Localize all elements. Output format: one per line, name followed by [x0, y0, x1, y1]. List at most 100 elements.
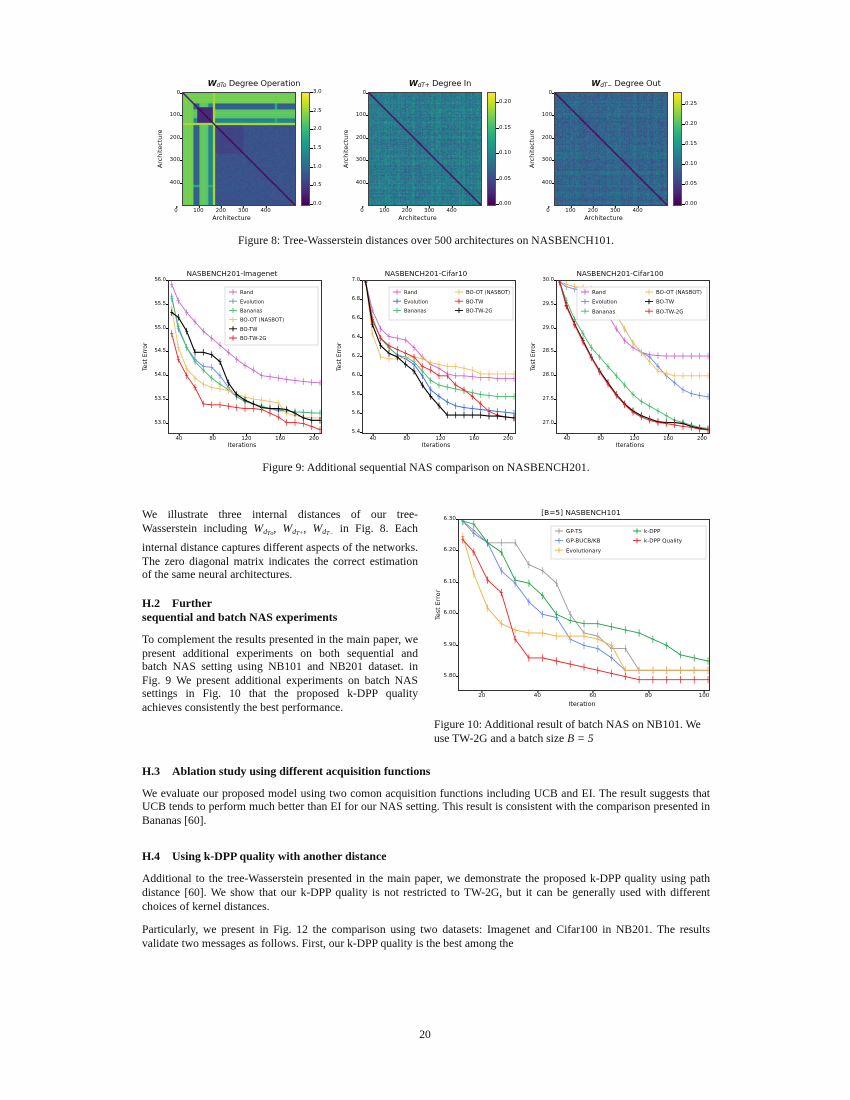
error-bar	[664, 412, 668, 419]
tick-label: 120	[629, 434, 640, 442]
error-bar	[472, 570, 476, 578]
error-bar	[210, 364, 214, 371]
error-bar	[470, 366, 474, 374]
error-bar	[276, 405, 280, 412]
tick-label: 54.5	[154, 348, 168, 355]
error-bar	[598, 368, 602, 376]
tick-label: 300	[541, 157, 555, 164]
error-bar	[454, 402, 458, 410]
legend-marker	[645, 308, 653, 314]
colorbar-tick-label: 0.00	[681, 201, 698, 207]
error-bar	[541, 592, 545, 600]
tick-label: 80	[209, 434, 216, 442]
heatmap-y-ticks: 0 100 200 300 400	[165, 90, 183, 206]
error-bar	[185, 327, 189, 335]
tick-label: 0	[360, 206, 364, 214]
error-bar	[664, 370, 668, 377]
tick-label: 60	[589, 691, 597, 699]
error-bar	[582, 641, 586, 650]
error-bar	[226, 379, 230, 387]
tick-label: 120	[241, 434, 252, 442]
error-bar	[470, 373, 474, 380]
tick-label: 29.0	[542, 324, 556, 331]
tick-label: 0	[174, 206, 178, 214]
tick-label: 200	[697, 434, 707, 442]
error-bar	[623, 401, 627, 409]
error-bar	[420, 355, 424, 363]
error-bar	[479, 370, 483, 378]
error-bar	[706, 426, 709, 433]
tick-label: 160	[469, 434, 480, 442]
legend-marker	[229, 298, 237, 304]
error-bar	[631, 391, 635, 398]
tick-label: 6.6	[351, 315, 363, 321]
error-bar	[527, 598, 531, 606]
error-bar	[472, 529, 476, 538]
tick-label: 80	[597, 434, 604, 442]
chart-title: [B=5] NASBENCH101	[541, 508, 621, 517]
error-bar	[564, 303, 568, 310]
math-distances: WdTo, WdT+, WdT−	[253, 521, 334, 537]
error-bar	[462, 411, 466, 419]
error-bar	[235, 404, 239, 411]
error-bar	[429, 366, 433, 374]
error-bar	[486, 604, 490, 612]
error-bar	[504, 370, 508, 378]
error-bar	[437, 381, 441, 389]
error-bar	[387, 333, 391, 340]
legend-label: BO-TW	[240, 327, 257, 333]
error-bar	[479, 406, 483, 413]
tick-label: 28.5	[542, 348, 556, 355]
left-column: We illustrate three internal distances o…	[142, 508, 418, 746]
error-bar	[420, 381, 424, 389]
chart-y-axis-label: Test Error	[336, 342, 343, 372]
error-bar	[581, 338, 585, 346]
legend-label: BO-TW-2G	[466, 309, 492, 315]
error-bar	[454, 363, 458, 370]
error-bar	[310, 417, 314, 424]
error-bar	[193, 358, 197, 365]
tick-label: 55.5	[154, 300, 168, 307]
section-number: H.2	[142, 595, 161, 610]
error-bar	[495, 370, 499, 378]
full-width-sections: H.3 Ablation study using different acquis…	[142, 764, 710, 951]
error-bar	[681, 372, 685, 379]
legend-label: Evolution	[404, 299, 428, 305]
legend-label: Evolutionary	[566, 548, 602, 554]
error-bar	[512, 414, 515, 422]
legend-marker	[633, 538, 641, 544]
error-bar	[610, 654, 614, 662]
tick-label: 300	[424, 206, 435, 214]
section-number: H.3	[142, 763, 161, 778]
section-heading-h3: H.3 Ablation study using different acquis…	[142, 764, 710, 778]
error-bar	[678, 666, 682, 674]
error-bar	[193, 374, 197, 382]
legend-marker	[555, 538, 563, 544]
error-bar	[201, 366, 205, 374]
error-bar	[379, 325, 383, 333]
tick-label: 6.10	[443, 578, 459, 585]
legend-marker	[455, 298, 463, 304]
error-bar	[614, 325, 618, 333]
error-bar	[379, 353, 383, 361]
legend-marker	[581, 299, 589, 305]
chart-y-ticks: 53.0 53.5 54.0 54.5 55.0 55.5 56.0	[149, 277, 168, 434]
error-bar	[461, 536, 465, 544]
error-bar	[268, 373, 272, 380]
legend-label: BO-OT (NASBOT)	[240, 318, 284, 324]
error-bar	[504, 413, 508, 421]
error-bar	[176, 344, 180, 351]
error-bar	[706, 352, 709, 360]
tick-label: 200	[355, 134, 369, 141]
tick-label: 400	[355, 179, 369, 186]
legend-label: BO-OT (NASBOT)	[656, 290, 702, 296]
colorbar-gradient	[673, 92, 682, 206]
colorbar: 3.0 2.5 2.0 1.5 1.0 0.5 0.0	[301, 89, 332, 207]
error-bar	[479, 411, 483, 419]
error-bar	[404, 350, 408, 357]
tick-label: 200	[587, 206, 598, 214]
error-bar	[364, 281, 368, 286]
tick-label: 80	[403, 434, 410, 442]
paragraph-kdpp-distance: Additional to the tree-Wasserstein prese…	[142, 872, 710, 913]
error-bar	[499, 588, 503, 597]
